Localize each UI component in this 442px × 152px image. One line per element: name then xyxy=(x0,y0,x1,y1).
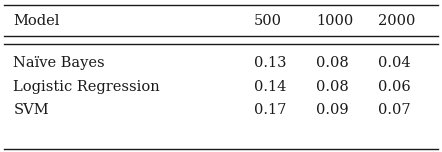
Text: SVM: SVM xyxy=(13,103,49,117)
Text: 0.08: 0.08 xyxy=(316,80,349,94)
Text: 0.13: 0.13 xyxy=(254,56,287,70)
Text: Naïve Bayes: Naïve Bayes xyxy=(13,56,105,70)
Text: 0.06: 0.06 xyxy=(378,80,411,94)
Text: Model: Model xyxy=(13,14,60,28)
Text: 0.07: 0.07 xyxy=(378,103,411,117)
Text: 0.14: 0.14 xyxy=(254,80,286,94)
Text: 1000: 1000 xyxy=(316,14,353,28)
Text: 0.08: 0.08 xyxy=(316,56,349,70)
Text: 0.17: 0.17 xyxy=(254,103,286,117)
Text: 0.09: 0.09 xyxy=(316,103,349,117)
Text: Logistic Regression: Logistic Regression xyxy=(13,80,160,94)
Text: 2000: 2000 xyxy=(378,14,415,28)
Text: 0.04: 0.04 xyxy=(378,56,411,70)
Text: 500: 500 xyxy=(254,14,282,28)
